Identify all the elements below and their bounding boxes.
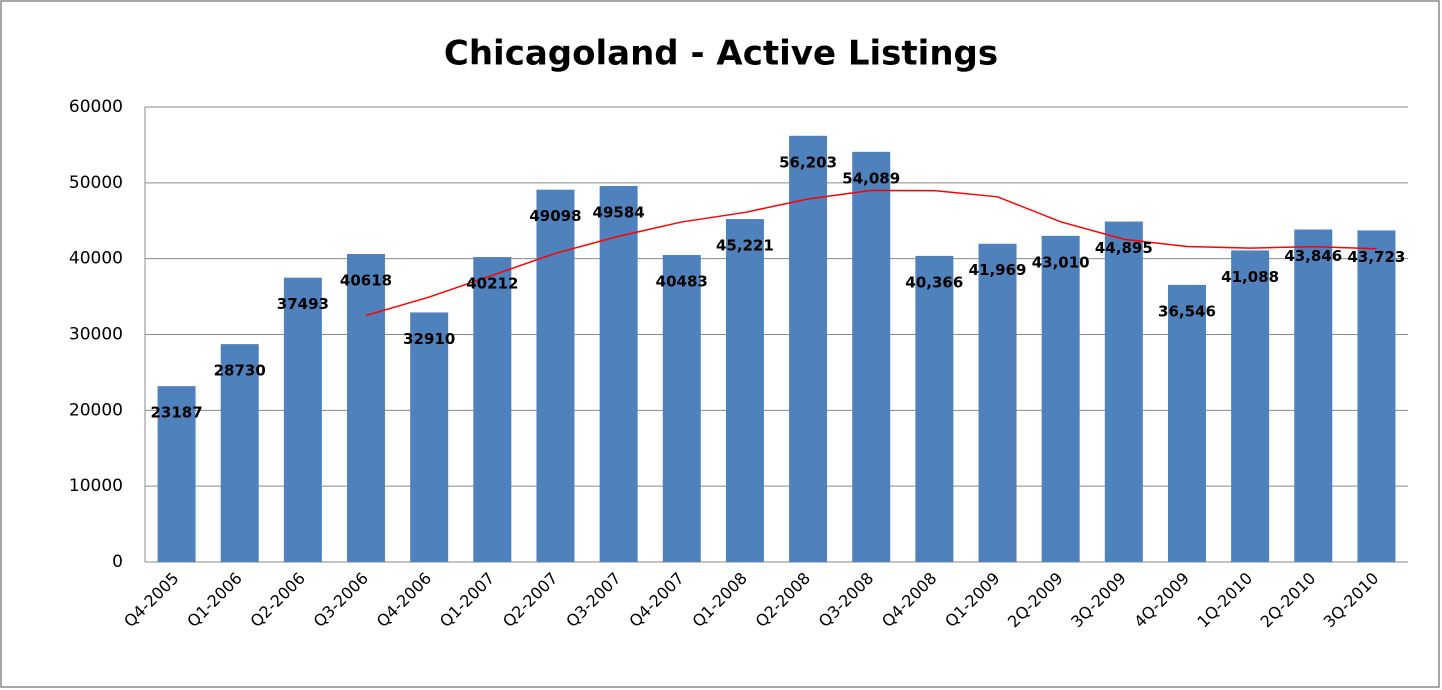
bar [915, 255, 954, 562]
bar [1294, 229, 1333, 562]
bar [473, 257, 512, 562]
bar [978, 243, 1017, 562]
y-tick-label: 20000 [69, 400, 123, 420]
bar [347, 253, 386, 562]
bar [1104, 221, 1143, 562]
data-label: 49098 [529, 207, 581, 225]
y-tick-label: 0 [112, 552, 123, 572]
bar [536, 189, 575, 562]
data-label: 40618 [340, 271, 392, 289]
y-tick-label: 50000 [69, 173, 123, 193]
data-label: 41,969 [969, 261, 1027, 279]
bar [789, 135, 828, 562]
trend-line [365, 189, 1377, 317]
data-label: 49584 [593, 203, 645, 221]
data-label: 41,088 [1221, 268, 1279, 286]
chart-title: Chicagoland - Active Listings [444, 34, 998, 74]
y-tick-label: 40000 [69, 249, 123, 269]
bar [283, 277, 322, 562]
data-label: 36,546 [1158, 302, 1216, 320]
bar [1357, 230, 1396, 563]
bar [220, 344, 259, 562]
bar [157, 386, 196, 562]
bar [1041, 235, 1080, 563]
data-label: 56,203 [779, 153, 837, 171]
data-label: 40483 [656, 273, 708, 291]
bar [599, 185, 638, 562]
data-label: 40212 [466, 275, 518, 293]
bar [1167, 284, 1206, 562]
data-label: 40,366 [905, 273, 963, 291]
data-label: 54,089 [842, 169, 900, 187]
data-label: 32910 [403, 330, 455, 348]
data-label: 43,010 [1032, 253, 1090, 271]
data-label: 28730 [214, 362, 266, 380]
y-tick-label: 60000 [69, 97, 123, 117]
data-label: 45,221 [716, 237, 774, 255]
data-label: 43,723 [1347, 248, 1405, 266]
y-tick-label: 10000 [69, 476, 123, 496]
y-tick-label: 30000 [69, 325, 123, 345]
data-label: 23187 [150, 404, 202, 422]
bar [410, 312, 449, 562]
bar [852, 151, 891, 563]
data-label: 37493 [277, 295, 329, 313]
bar [1231, 250, 1270, 562]
bar [662, 255, 701, 563]
data-label: 44,895 [1095, 239, 1153, 257]
bar [725, 219, 764, 562]
data-label: 43,846 [1284, 247, 1342, 265]
